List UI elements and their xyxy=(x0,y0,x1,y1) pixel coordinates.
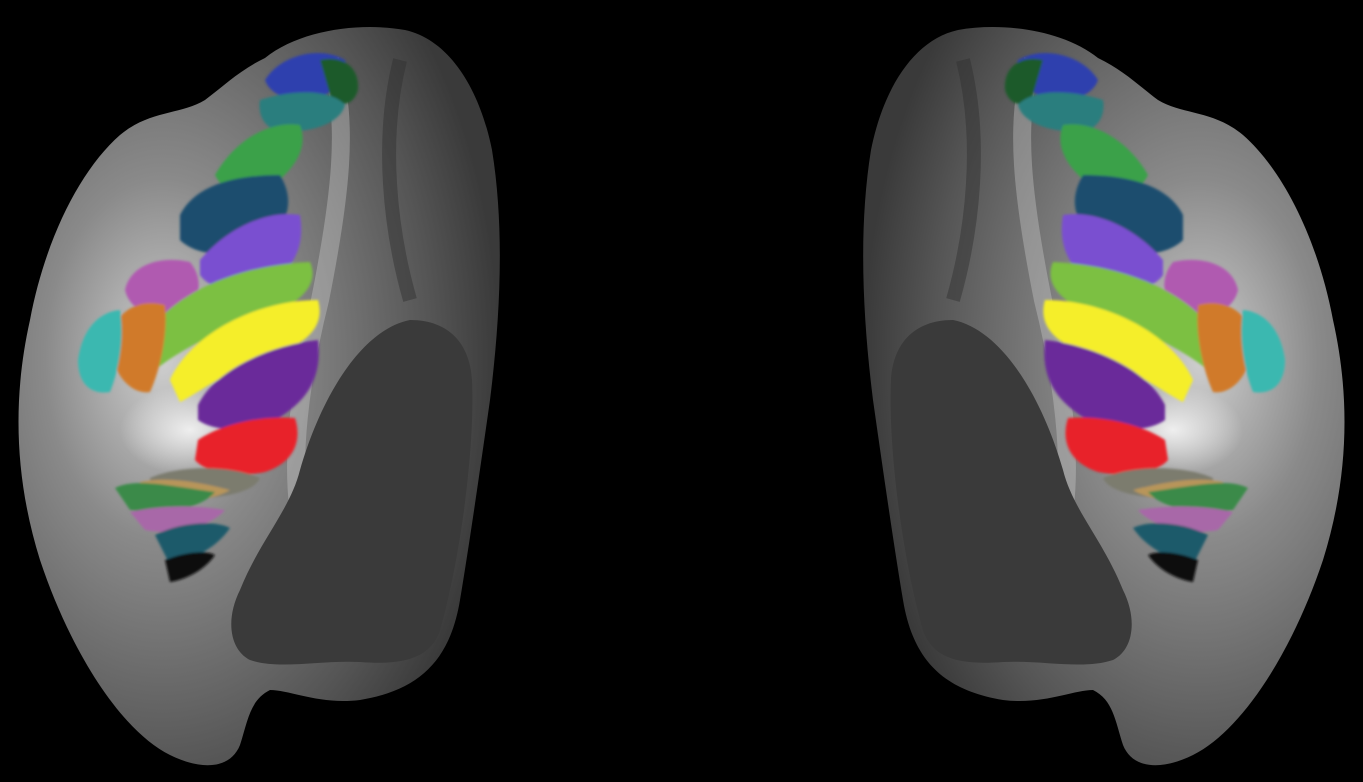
left-sulcus-fold-2 xyxy=(382,58,417,302)
parcel-purple xyxy=(198,340,319,429)
parcel-yellow xyxy=(1043,300,1193,402)
parcel-black xyxy=(165,552,215,582)
right-sulcus-fold xyxy=(1013,57,1076,522)
parcel-pink xyxy=(130,506,225,532)
parcel-green-2 xyxy=(1148,483,1248,512)
parcel-pink xyxy=(1138,506,1233,532)
parcel-cyan xyxy=(78,310,122,393)
parcel-red xyxy=(1065,417,1168,475)
parcel-yellow xyxy=(170,300,320,402)
parcel-dark-teal xyxy=(155,523,230,565)
right-sulcus-fold-2 xyxy=(946,58,981,302)
left-sulcus-fold xyxy=(287,57,350,522)
right-medial-wall xyxy=(890,320,1132,665)
parcel-teal xyxy=(1018,92,1104,132)
parcel-purple xyxy=(1044,340,1165,429)
parcel-orange xyxy=(110,303,166,393)
parcel-red xyxy=(195,417,298,475)
parcel-teal xyxy=(259,92,345,132)
parcel-dark-green xyxy=(320,58,359,104)
parcel-green-2 xyxy=(115,483,215,512)
left-hemisphere xyxy=(18,27,500,766)
parcel-orange xyxy=(1197,303,1253,393)
left-parcels xyxy=(78,52,359,582)
parcel-dark-teal xyxy=(1133,523,1208,565)
parcel-cyan xyxy=(1241,310,1285,393)
parcel-light-green xyxy=(150,262,313,370)
left-medial-wall xyxy=(231,320,473,665)
parcel-light-green xyxy=(1050,262,1213,370)
parcel-dark-green xyxy=(1004,58,1043,104)
right-parcels xyxy=(1004,52,1285,582)
parcel-black xyxy=(1148,552,1198,582)
right-hemisphere xyxy=(863,27,1345,766)
